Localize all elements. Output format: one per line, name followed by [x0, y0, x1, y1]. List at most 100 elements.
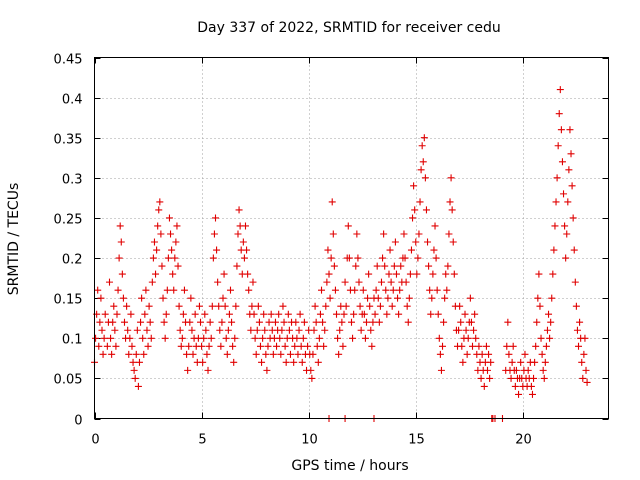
data-point: [232, 302, 240, 310]
data-point: [524, 366, 532, 374]
data-point: [335, 350, 343, 358]
data-point: [154, 222, 162, 230]
data-point: [201, 310, 209, 318]
data-point: [326, 294, 334, 302]
data-point: [515, 390, 523, 398]
data-point: [153, 246, 161, 254]
data-point: [422, 206, 430, 214]
data-point: [195, 302, 203, 310]
data-point: [125, 350, 133, 358]
data-point: [225, 310, 233, 318]
data-point: [264, 342, 272, 350]
data-point: [449, 238, 457, 246]
data-point: [168, 246, 176, 254]
data-point: [260, 310, 268, 318]
data-point: [94, 286, 102, 294]
data-point: [300, 318, 308, 326]
data-point: [178, 334, 186, 342]
y-tick-label: 0: [74, 414, 82, 429]
data-point: [215, 302, 223, 310]
data-point: [258, 358, 266, 366]
data-point: [203, 350, 211, 358]
data-point: [149, 254, 157, 262]
data-point: [231, 334, 239, 342]
data-point: [436, 350, 444, 358]
data-point: [341, 278, 349, 286]
data-point: [569, 214, 577, 222]
data-point: [148, 278, 156, 286]
data-point: [294, 350, 302, 358]
data-point: [110, 302, 118, 310]
data-point: [315, 334, 323, 342]
data-point: [233, 262, 241, 270]
data-point: [364, 294, 372, 302]
data-point: [413, 270, 421, 278]
data-point: [349, 334, 357, 342]
data-point: [419, 158, 427, 166]
chart-title: Day 337 of 2022, SRMTID for receiver ced…: [197, 20, 500, 36]
data-point: [480, 382, 488, 390]
data-point: [126, 334, 134, 342]
data-point: [99, 350, 107, 358]
data-point: [228, 318, 236, 326]
data-point: [319, 318, 327, 326]
data-point: [279, 302, 287, 310]
data-point: [141, 310, 149, 318]
tick-labels: 0 0.05 0.1 0.15 0.2 0.25 0.3 0.35 0.4 0.45 0 5 10 15 2…: [54, 53, 532, 448]
data-point: [107, 334, 115, 342]
data-point: [555, 110, 563, 118]
data-point: [143, 326, 151, 334]
data-point: [304, 342, 312, 350]
data-point: [407, 246, 415, 254]
data-point: [137, 318, 145, 326]
data-point: [256, 342, 264, 350]
data-point: [342, 302, 350, 310]
data-point: [241, 222, 249, 230]
data-point: [179, 310, 187, 318]
data-point: [145, 302, 153, 310]
data-point: [293, 334, 301, 342]
data-point: [429, 270, 437, 278]
data-point: [218, 318, 226, 326]
data-point: [322, 302, 330, 310]
data-point: [537, 334, 545, 342]
data-point: [116, 222, 124, 230]
data-point: [535, 270, 543, 278]
data-point: [528, 390, 536, 398]
data-point: [414, 254, 422, 262]
data-point: [374, 294, 382, 302]
data-point: [415, 230, 423, 238]
data-point: [411, 206, 419, 214]
data-point: [248, 302, 256, 310]
data-point: [340, 310, 348, 318]
data-point: [191, 310, 199, 318]
data-point: [575, 342, 583, 350]
data-point: [251, 334, 259, 342]
y-tick-label: 0.1: [62, 333, 83, 348]
data-point: [97, 294, 105, 302]
data-point: [527, 382, 535, 390]
data-point: [566, 126, 574, 134]
data-point: [199, 358, 207, 366]
data-point: [377, 278, 385, 286]
data-point: [482, 342, 490, 350]
data-point: [240, 254, 248, 262]
data-point: [406, 270, 414, 278]
data-point: [135, 358, 143, 366]
data-point: [372, 286, 380, 294]
data-point: [334, 334, 342, 342]
data-point: [404, 318, 412, 326]
data-point: [299, 334, 307, 342]
data-point: [442, 270, 450, 278]
data-point: [160, 318, 168, 326]
data-point: [280, 318, 288, 326]
data-point: [265, 318, 273, 326]
data-point: [144, 342, 152, 350]
data-point: [92, 334, 100, 342]
data-point: [390, 262, 398, 270]
data-point: [209, 254, 217, 262]
data-point: [505, 350, 513, 358]
data-point: [243, 246, 251, 254]
data-point: [545, 310, 553, 318]
